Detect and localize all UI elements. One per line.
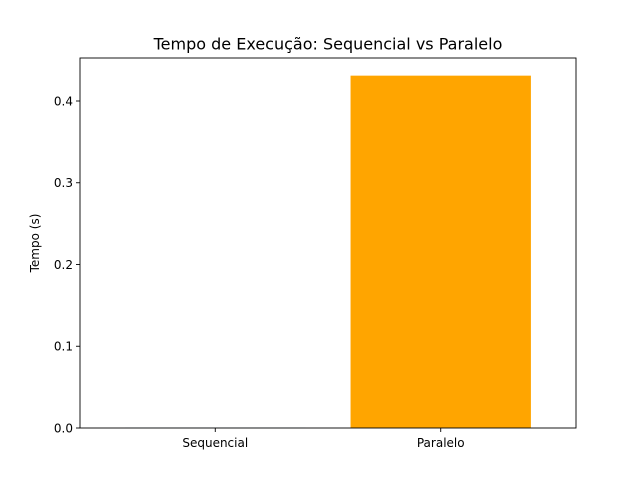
y-tick-label: 0.3 [54, 176, 73, 190]
x-tick-label: Paralelo [417, 436, 465, 450]
y-tick-label: 0.4 [54, 94, 73, 108]
y-tick-label: 0.2 [54, 258, 73, 272]
y-axis-ticks: 0.0 0.1 0.2 0.3 0.4 [54, 94, 80, 435]
bar-paralelo [350, 75, 531, 428]
x-tick-label: Sequencial [182, 436, 248, 450]
y-axis-label: Tempo (s) [28, 214, 42, 274]
y-tick-label: 0.0 [54, 421, 73, 435]
bars-layer [125, 75, 531, 428]
plot-frame [79, 57, 577, 429]
x-axis-ticks: Sequencial Paralelo [182, 428, 465, 450]
y-tick-label: 0.1 [54, 340, 73, 354]
chart-title: Tempo de Execução: Sequencial vs Paralel… [153, 35, 503, 54]
